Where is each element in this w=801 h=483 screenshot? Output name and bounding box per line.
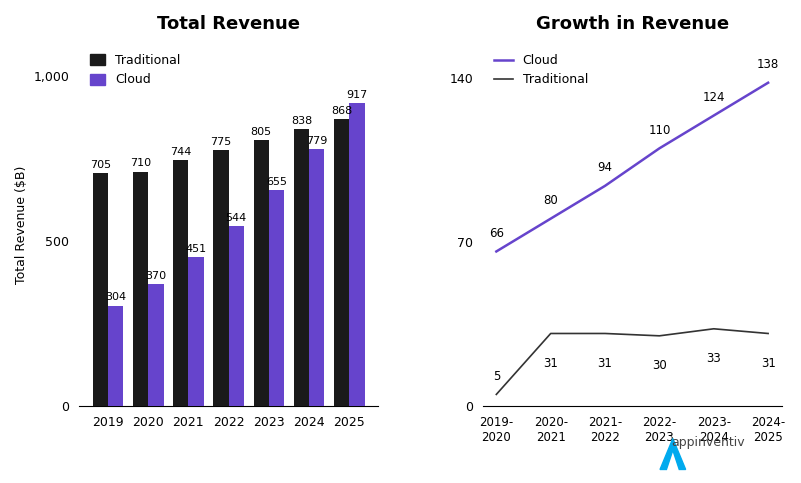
- Text: 370: 370: [145, 270, 167, 281]
- Text: 80: 80: [543, 194, 558, 207]
- Text: 138: 138: [757, 58, 779, 71]
- Y-axis label: Total Revenue ($B): Total Revenue ($B): [15, 165, 28, 284]
- Bar: [213, 150, 228, 406]
- Bar: [349, 103, 364, 406]
- Text: 66: 66: [489, 227, 504, 240]
- Bar: [254, 140, 269, 406]
- Text: 110: 110: [648, 124, 670, 137]
- Polygon shape: [660, 439, 686, 469]
- Text: 838: 838: [291, 116, 312, 126]
- Text: 705: 705: [90, 160, 111, 170]
- Bar: [188, 257, 203, 406]
- Bar: [148, 284, 163, 406]
- Text: 655: 655: [266, 176, 287, 186]
- Text: 775: 775: [211, 137, 231, 147]
- Text: 744: 744: [170, 147, 191, 157]
- Title: Growth in Revenue: Growth in Revenue: [536, 15, 729, 33]
- Bar: [309, 149, 324, 406]
- Text: 451: 451: [186, 244, 207, 254]
- Bar: [269, 190, 284, 406]
- Text: 31: 31: [761, 357, 775, 370]
- Text: 33: 33: [706, 352, 721, 365]
- Text: 124: 124: [702, 91, 725, 104]
- Text: 5: 5: [493, 369, 500, 383]
- Text: 805: 805: [251, 127, 272, 137]
- Bar: [133, 171, 148, 406]
- Text: 917: 917: [346, 90, 368, 100]
- Text: 868: 868: [331, 106, 352, 116]
- Bar: [173, 160, 188, 406]
- Title: Total Revenue: Total Revenue: [157, 15, 300, 33]
- Text: 304: 304: [105, 292, 127, 302]
- Legend: Cloud, Traditional: Cloud, Traditional: [489, 49, 593, 91]
- Bar: [93, 173, 108, 406]
- Bar: [108, 306, 123, 406]
- Text: 30: 30: [652, 359, 666, 372]
- Text: 544: 544: [226, 213, 247, 223]
- Bar: [228, 227, 244, 406]
- Bar: [294, 129, 309, 406]
- Text: appinventiv: appinventiv: [671, 436, 745, 449]
- Text: 94: 94: [598, 161, 613, 174]
- Legend: Traditional, Cloud: Traditional, Cloud: [86, 49, 186, 91]
- Text: 31: 31: [543, 357, 558, 370]
- Text: 31: 31: [598, 357, 613, 370]
- Text: 710: 710: [130, 158, 151, 169]
- Bar: [334, 119, 349, 406]
- Text: 779: 779: [306, 136, 328, 145]
